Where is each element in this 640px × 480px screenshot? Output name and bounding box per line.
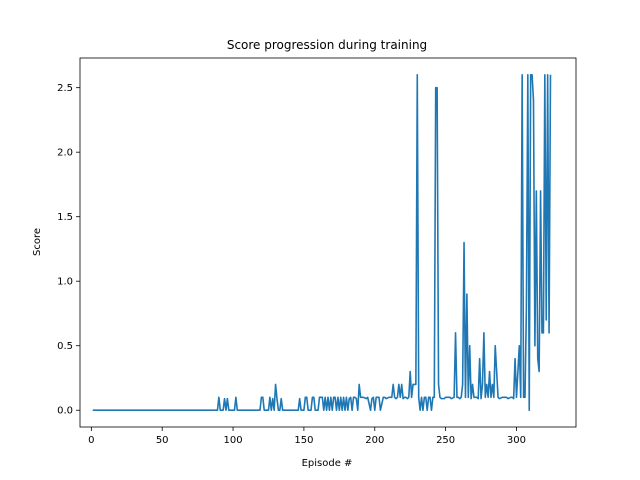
y-tick-label: 0.5	[57, 341, 73, 352]
x-tick-label: 300	[507, 435, 526, 446]
x-tick-label: 250	[436, 435, 455, 446]
x-axis: 0 50 100 150 200 250 300	[88, 427, 526, 446]
x-tick-label: 200	[365, 435, 384, 446]
chart-title: Score progression during training	[227, 38, 427, 52]
y-axis: 0.0 0.5 1.0 1.5 2.0 2.5	[57, 83, 80, 417]
y-tick-label: 2.0	[57, 148, 73, 159]
x-tick-label: 150	[294, 435, 313, 446]
x-tick-label: 50	[156, 435, 169, 446]
y-tick-label: 1.0	[57, 277, 73, 288]
plot-frame	[79, 57, 577, 428]
x-tick-label: 100	[224, 435, 243, 446]
series-line-score	[92, 73, 552, 412]
y-axis-label: Score	[32, 228, 43, 256]
y-tick-label: 2.5	[57, 83, 73, 94]
x-tick-label: 0	[88, 435, 94, 446]
plot-area	[79, 57, 577, 428]
y-tick-label: 0.0	[57, 406, 73, 417]
y-tick-label: 1.5	[57, 212, 73, 223]
x-axis-label: Episode #	[302, 458, 353, 469]
